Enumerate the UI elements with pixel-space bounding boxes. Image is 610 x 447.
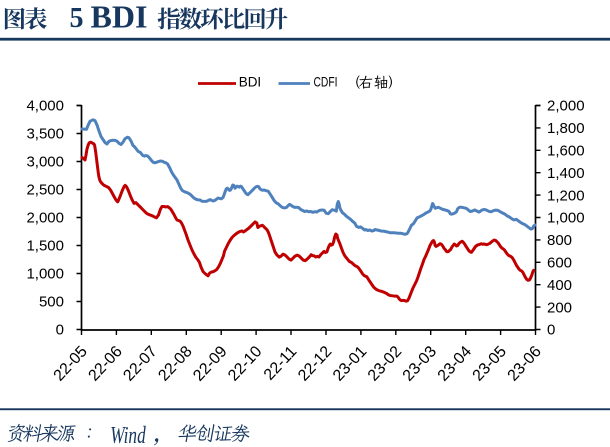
svg-text:4,000: 4,000 (26, 98, 64, 115)
svg-text:0: 0 (547, 322, 555, 339)
svg-text:200: 200 (547, 299, 572, 316)
svg-text:0: 0 (56, 322, 64, 339)
svg-text:2,000: 2,000 (547, 98, 585, 115)
svg-text:5: 5 (70, 3, 84, 34)
svg-text:CDFI: CDFI (314, 73, 338, 89)
svg-text:2,500: 2,500 (26, 182, 64, 199)
svg-text:2,000: 2,000 (26, 210, 64, 227)
svg-text:BDI: BDI (239, 73, 262, 89)
svg-text:1,800: 1,800 (547, 120, 585, 137)
svg-text:400: 400 (547, 277, 572, 294)
svg-text:BDI: BDI (91, 0, 148, 35)
svg-text:500: 500 (39, 294, 64, 311)
svg-text:1,000: 1,000 (26, 266, 64, 283)
svg-text:1,400: 1,400 (547, 165, 585, 182)
svg-text:600: 600 (547, 255, 572, 272)
svg-text:3,000: 3,000 (26, 154, 64, 171)
svg-text:1,000: 1,000 (547, 210, 585, 227)
svg-text:1,500: 1,500 (26, 238, 64, 255)
svg-text:3,500: 3,500 (26, 126, 64, 143)
svg-text:1,600: 1,600 (547, 143, 585, 160)
svg-text:Wind: Wind (110, 421, 146, 447)
svg-text:1,200: 1,200 (547, 187, 585, 204)
svg-text:800: 800 (547, 232, 572, 249)
